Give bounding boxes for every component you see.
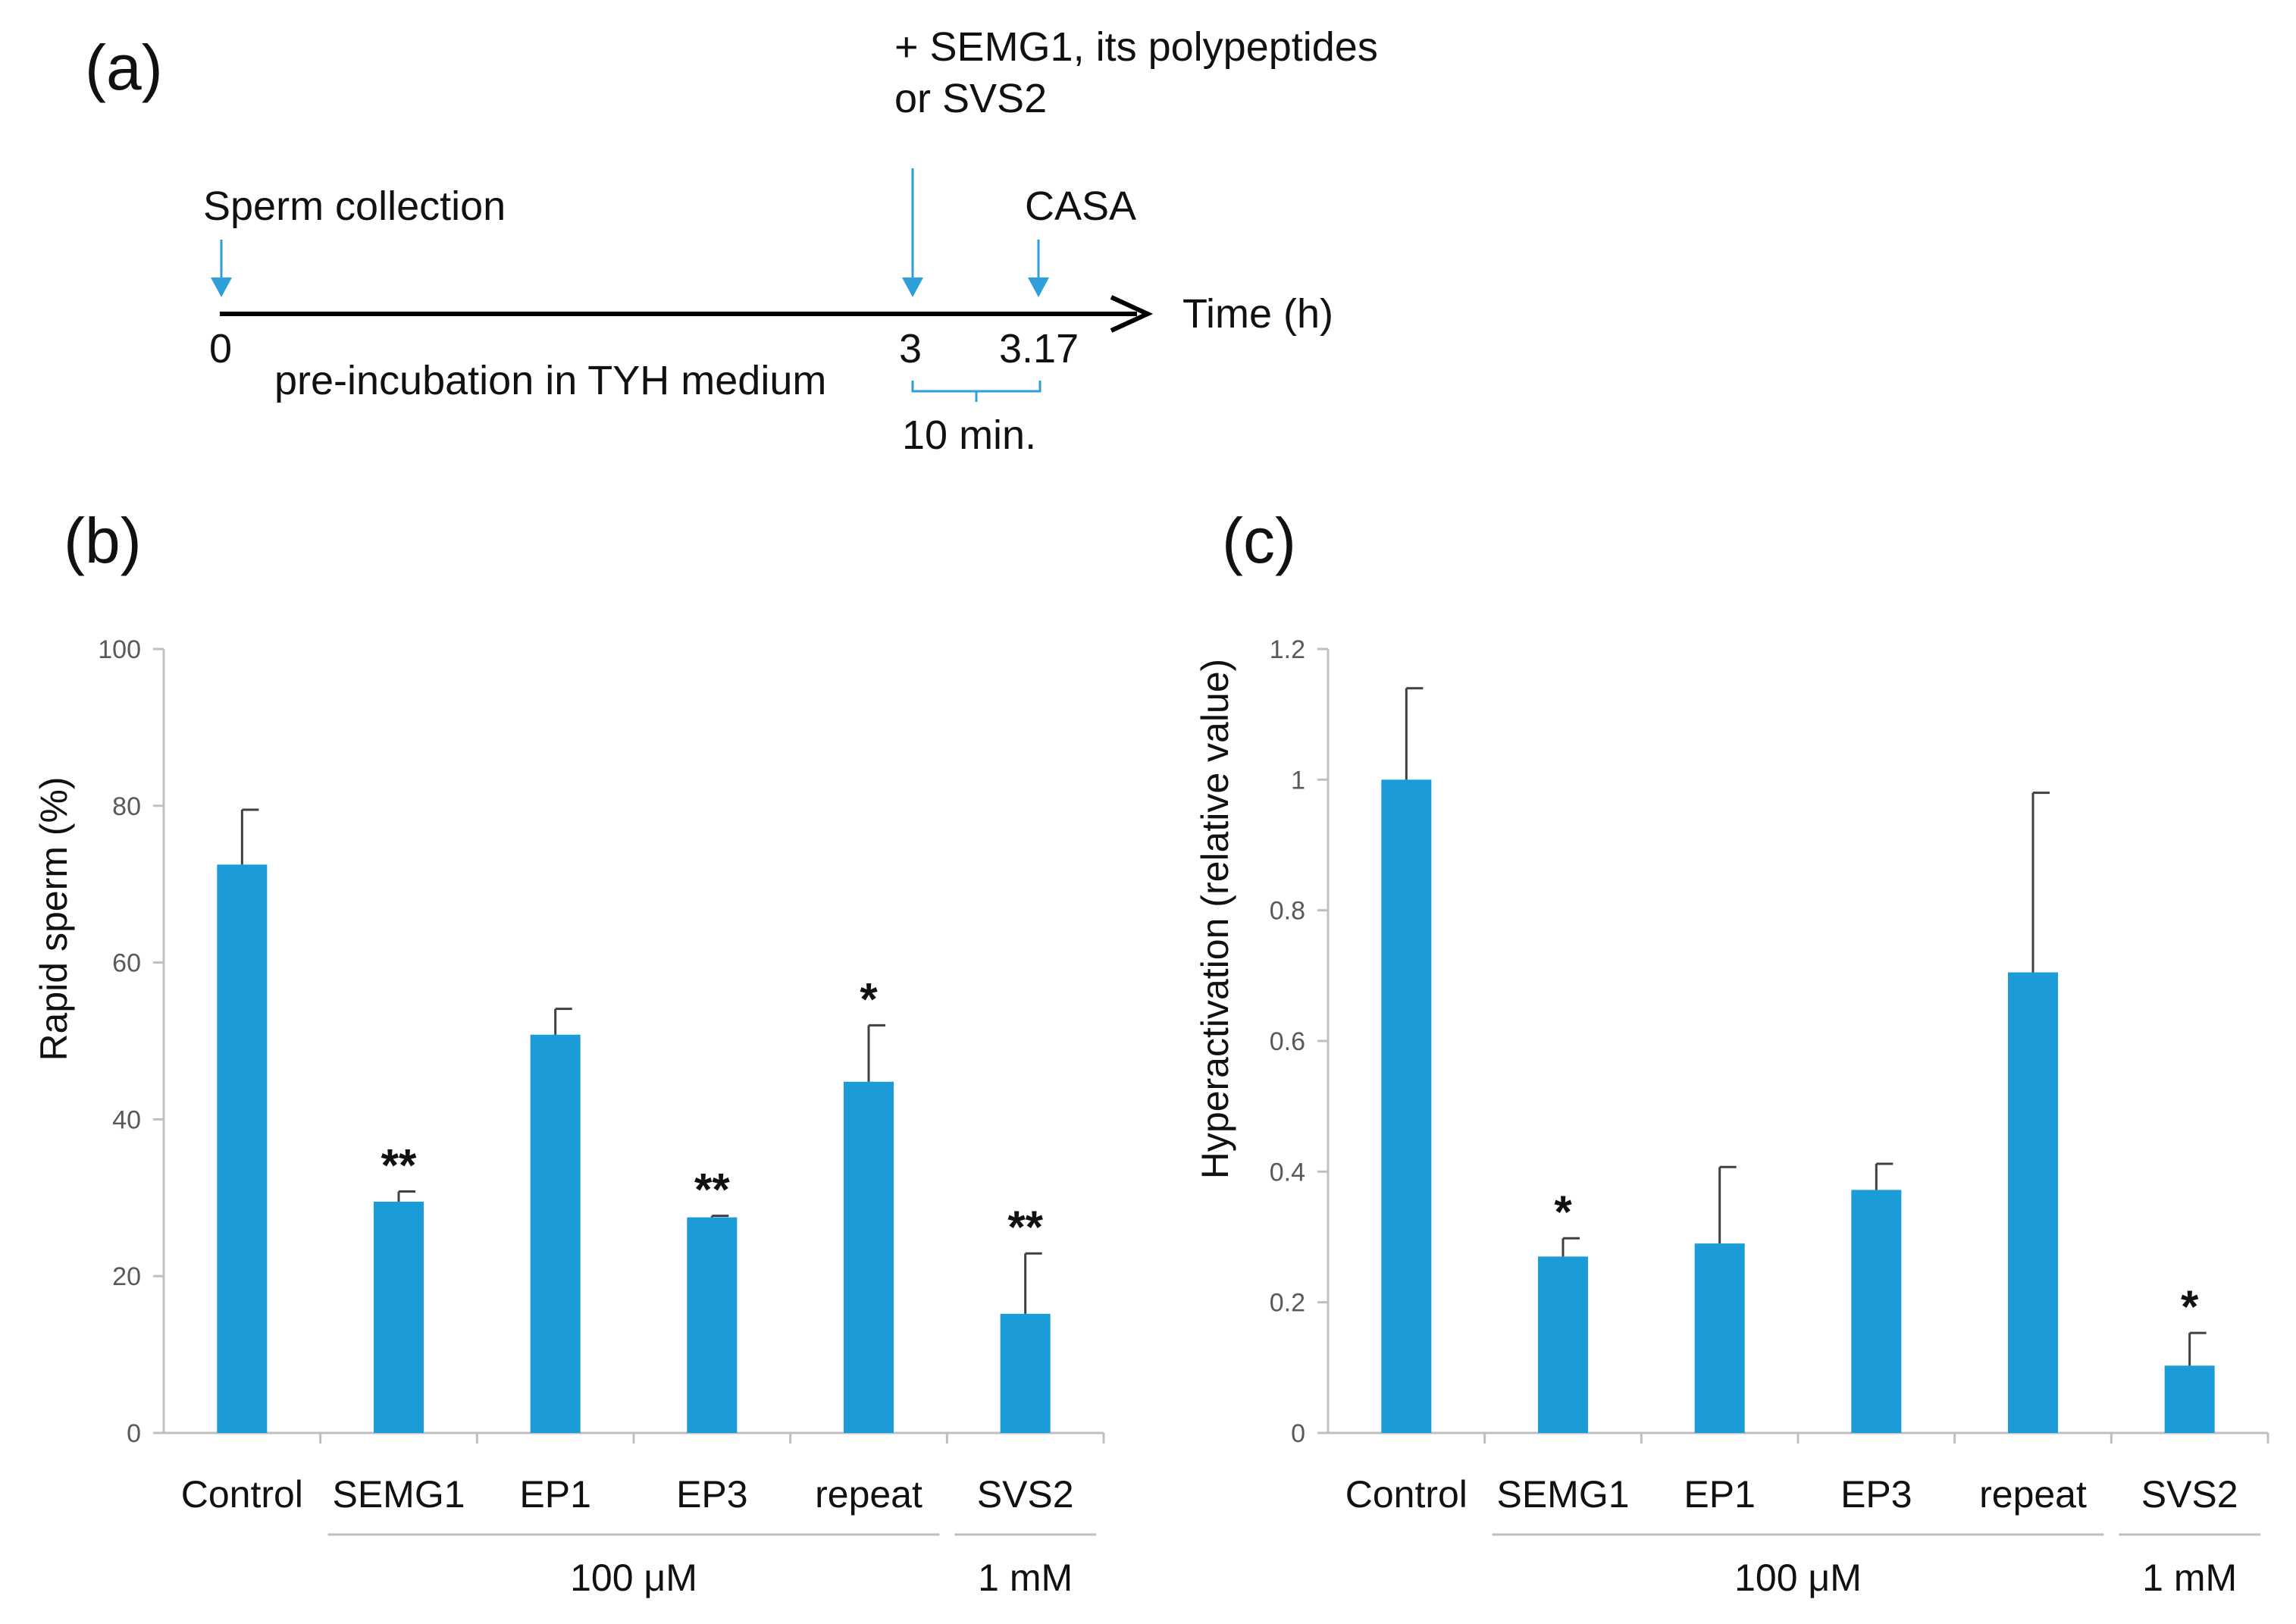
chart-b-plot: 0 20 40 60 80 100 Control ** SEMG1 EP1 ** EP3 * repea… [98, 635, 1105, 1599]
panel-a-label: (a) [85, 32, 163, 103]
chart-b-y-axis-title: Rapid sperm (%) [33, 776, 75, 1061]
chart-b-category-label: repeat [815, 1473, 922, 1516]
chart-b-y-tick-label: 20 [112, 1262, 141, 1291]
chart-b-y-tick-label: 40 [112, 1105, 141, 1134]
chart-b-significance-marker: ** [1007, 1202, 1043, 1252]
chart-b-bar-ep3 [687, 1217, 738, 1433]
chart-c-category-label: Control [1345, 1473, 1467, 1516]
chart-b-category-label: EP3 [676, 1473, 748, 1516]
chart-b-y-tick-label: 0 [127, 1419, 141, 1448]
chart-c-category-label: SVS2 [2141, 1473, 2238, 1516]
panel-a: (a) + SEMG1, its polypeptides or SVS2 Sp… [85, 24, 1378, 458]
chart-b-y-tick-label: 60 [112, 949, 141, 978]
chart-b-y-tick-label: 80 [112, 792, 141, 821]
chart-c-significance-marker: * [2181, 1281, 2199, 1332]
chart-b-category-label: SEMG1 [332, 1473, 465, 1516]
chart-c-y-tick-label: 0.4 [1270, 1158, 1305, 1187]
chart-c-significance-marker: * [1554, 1187, 1572, 1237]
interval-label: 10 min. [902, 412, 1036, 458]
chart-c-bar-ep3 [1851, 1190, 1902, 1433]
chart-c-plot: 0 0.2 0.4 0.6 0.8 1 1.2 Control * SEMG1 EP1 EP3 repe… [1270, 635, 2269, 1599]
chart-c-bar-control [1381, 779, 1432, 1433]
chart-c-category-label: SEMG1 [1496, 1473, 1629, 1516]
chart-b-group-label: 100 μM [570, 1557, 697, 1599]
casa-label: CASA [1025, 183, 1136, 229]
panel-c: (c) Hyperactivation (relative value) 0 0.… [1194, 505, 2269, 1599]
chart-c-y-tick-label: 1 [1291, 766, 1305, 795]
sperm-collection-label: Sperm collection [203, 183, 506, 229]
chart-c-y-tick-label: 0.8 [1270, 897, 1305, 926]
chart-b-bar-repeat [844, 1081, 894, 1433]
preincubation-label: pre-incubation in TYH medium [274, 358, 826, 403]
chart-b-category-label: SVS2 [977, 1473, 1074, 1516]
addition-arrow-icon [902, 168, 923, 297]
chart-b-bar-ep1 [530, 1034, 581, 1433]
chart-b-category-label: Control [181, 1473, 303, 1516]
time-tick-3-17: 3.17 [999, 326, 1079, 372]
chart-c-bar-repeat [2008, 972, 2058, 1433]
panel-c-label: (c) [1222, 505, 1296, 576]
chart-c-y-tick-label: 0.2 [1270, 1289, 1305, 1318]
chart-c-category-label: repeat [1979, 1473, 2087, 1516]
time-axis-arrow-icon [220, 295, 1154, 333]
addition-label-line2: or SVS2 [894, 76, 1047, 121]
chart-b-category-label: EP1 [519, 1473, 591, 1516]
chart-c-y-tick-label: 1.2 [1270, 635, 1305, 664]
chart-c-group-label: 100 μM [1734, 1557, 1862, 1599]
chart-c-category-label: EP1 [1684, 1473, 1756, 1516]
chart-c-y-tick-label: 0.6 [1270, 1027, 1305, 1056]
chart-c-bar-semg1 [1538, 1256, 1588, 1433]
chart-b-group-label: 1 mM [978, 1557, 1073, 1599]
chart-c-y-axis-title: Hyperactivation (relative value) [1194, 659, 1236, 1179]
chart-b-bar-semg1 [374, 1201, 424, 1433]
chart-b-y-tick-label: 100 [98, 635, 141, 664]
time-tick-3: 3 [899, 326, 922, 372]
sperm-collection-arrow-icon [211, 240, 232, 297]
chart-b-bar-control [217, 864, 268, 1433]
time-tick-0: 0 [209, 326, 232, 372]
chart-c-group-label: 1 mM [2142, 1557, 2237, 1599]
casa-arrow-icon [1028, 240, 1049, 297]
chart-c-bar-svs2 [2164, 1365, 2215, 1433]
panel-b: (b) Rapid sperm (%) 0 20 40 60 80 100 Control *… [33, 505, 1105, 1599]
chart-c-bar-ep1 [1694, 1243, 1745, 1433]
chart-b-significance-marker: ** [694, 1165, 730, 1215]
chart-b-significance-marker: * [860, 973, 878, 1024]
interval-bracket [911, 381, 1042, 402]
chart-b-significance-marker: ** [381, 1140, 417, 1191]
panel-b-label: (b) [64, 505, 142, 576]
time-axis-label: Time (h) [1182, 291, 1333, 337]
addition-label-line1: + SEMG1, its polypeptides [894, 24, 1378, 70]
chart-c-y-tick-label: 0 [1291, 1419, 1305, 1448]
chart-c-category-label: EP3 [1840, 1473, 1912, 1516]
chart-b-bar-svs2 [1000, 1313, 1051, 1433]
